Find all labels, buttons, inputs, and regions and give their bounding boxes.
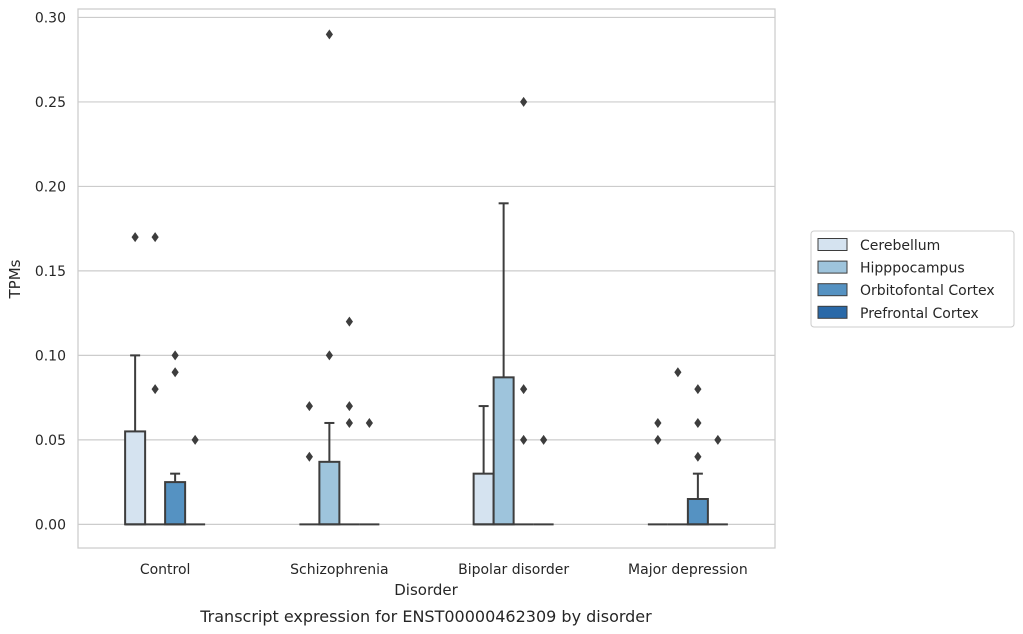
- grid-lines: [78, 16, 775, 525]
- outlier-point: [520, 384, 528, 395]
- outlier-point: [305, 401, 313, 412]
- x-tick-labels: Control Schizophrenia Bipolar disorder Majo…: [140, 562, 748, 578]
- outlier-point: [171, 367, 179, 378]
- legend-label: Orbitofontal Cortex: [860, 283, 995, 299]
- box-iqr: [164, 481, 187, 526]
- x-tick-label: Schizophrenia: [290, 562, 388, 578]
- outlier-point: [520, 96, 528, 107]
- x-tick-label: Bipolar disorder: [458, 562, 569, 578]
- box-hipppocampus: [492, 202, 515, 526]
- outlier-point: [654, 417, 662, 428]
- outlier-point: [694, 451, 702, 462]
- box-cerebellum: [124, 354, 147, 526]
- outlier-point: [325, 29, 333, 40]
- y-tick-label: 0.15: [35, 264, 66, 280]
- box-orbitofontal-cortex: [164, 472, 187, 526]
- legend-label: Cerebellum: [860, 238, 940, 254]
- box-orbitofontal-cortex: [686, 472, 709, 526]
- legend-label: Prefrontal Cortex: [860, 306, 979, 322]
- chart-caption: Transcript expression for ENST0000046230…: [199, 607, 652, 626]
- outlier-point: [540, 434, 548, 445]
- legend-swatch: [817, 283, 848, 297]
- plot-frame: [77, 8, 776, 549]
- box-iqr: [472, 472, 495, 526]
- outlier-point: [345, 417, 353, 428]
- y-tick-label: 0.00: [35, 517, 66, 533]
- box-hipppocampus: [318, 421, 341, 526]
- outlier-point: [151, 384, 159, 395]
- outlier-point: [345, 401, 353, 412]
- outlier-point: [305, 451, 313, 462]
- y-tick-label: 0.05: [35, 433, 66, 449]
- outlier-point: [151, 232, 159, 243]
- outlier-point: [694, 384, 702, 395]
- x-tick-label: Major depression: [628, 562, 748, 578]
- box-plots: [124, 202, 728, 526]
- outlier-point: [520, 434, 528, 445]
- legend-swatch: [817, 260, 848, 274]
- outlier-point: [131, 232, 139, 243]
- legend-swatch: [817, 305, 848, 319]
- y-tick-label: 0.10: [35, 348, 66, 364]
- outlier-point: [345, 316, 353, 327]
- y-tick-label: 0.25: [35, 95, 66, 111]
- box-iqr: [318, 460, 341, 526]
- outlier-point: [694, 417, 702, 428]
- x-tick-label: Control: [140, 562, 191, 578]
- x-axis-label: Disorder: [394, 581, 458, 599]
- outlier-point: [171, 350, 179, 361]
- legend-box: [810, 230, 1015, 328]
- box-iqr: [124, 430, 147, 526]
- outlier-point: [654, 434, 662, 445]
- legend-swatch: [817, 238, 848, 251]
- outlier-point: [674, 367, 682, 378]
- outlier-point: [714, 434, 722, 445]
- outlier-point: [365, 417, 373, 428]
- legend-label: Hipppocampus: [860, 261, 965, 277]
- y-axis-label: TPMs: [6, 259, 24, 299]
- box-iqr: [686, 498, 709, 526]
- legend: Cerebellum Hipppocampus Orbitofontal Corte…: [810, 230, 1015, 328]
- box-iqr: [492, 376, 515, 526]
- outlier-point: [325, 350, 333, 361]
- y-tick-labels: 0.00 0.05 0.10 0.15 0.20 0.25 0.30: [35, 10, 66, 533]
- outlier-point: [191, 434, 199, 445]
- outlier-points: [131, 29, 722, 462]
- y-tick-label: 0.30: [35, 10, 66, 26]
- box-cerebellum: [472, 405, 495, 526]
- y-tick-label: 0.20: [35, 179, 66, 195]
